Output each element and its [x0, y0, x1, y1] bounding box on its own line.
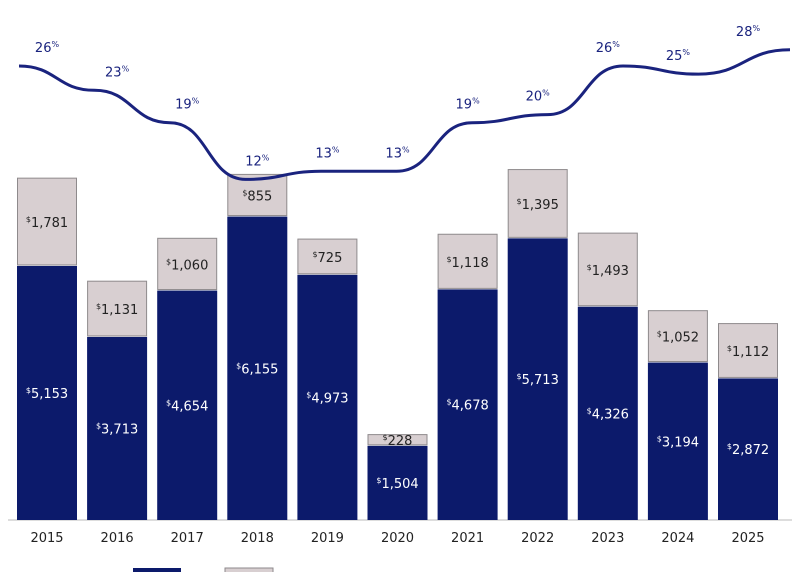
bar-base-2017: [157, 290, 218, 520]
x-tick-label: 2022: [521, 531, 554, 546]
x-tick-label: 2024: [661, 531, 694, 546]
line-point-label: 20%: [526, 89, 551, 105]
x-tick-label: 2019: [311, 531, 344, 546]
line-point-label: 26%: [35, 40, 60, 56]
bar-base-2021: [437, 289, 498, 520]
legend-swatch-base: [133, 568, 181, 572]
bar-top-2017: [157, 237, 218, 291]
x-tick-label: 2017: [171, 531, 204, 546]
bar-top-2024: [647, 310, 708, 363]
bar-top-2025: [718, 323, 778, 378]
bar-top-label: $1,493: [587, 263, 629, 279]
bar-top-2018: [227, 173, 288, 217]
percentage-line: [18, 48, 791, 181]
bar-top-label: $1,112: [727, 344, 769, 360]
bar-base-label: $1,504: [376, 476, 418, 492]
line-point-label: 12%: [245, 153, 270, 169]
bar-top-2019: [297, 238, 358, 275]
bar-base-label: $2,872: [727, 442, 769, 458]
x-tick-label: 2025: [731, 531, 764, 546]
x-tick-label: 2021: [451, 531, 484, 546]
bar-base-label: $4,973: [306, 390, 348, 406]
bar-base-label: $3,713: [96, 421, 138, 437]
bar-top-label: $855: [242, 188, 272, 204]
bar-base-2025: [718, 378, 778, 520]
line-point-label: 13%: [385, 145, 410, 161]
bar-base-label: $5,153: [26, 386, 68, 402]
bar-base-2019: [297, 274, 358, 520]
bar-top-label: $228: [383, 433, 413, 449]
legend-swatch-top: [224, 567, 274, 572]
x-tick-label: 2020: [381, 531, 414, 546]
bar-base-label: $4,654: [166, 398, 208, 414]
bar-top-label: $725: [312, 250, 342, 266]
line-point-label: 23%: [105, 64, 130, 80]
bar-base-2022: [507, 238, 568, 520]
bar-top-2022: [507, 169, 568, 238]
bar-base-label: $5,713: [517, 372, 559, 388]
bar-top-label: $1,395: [517, 197, 559, 213]
bar-base-label: $3,194: [657, 434, 699, 450]
line-point-label: 13%: [315, 145, 340, 161]
bar-top-label: $1,118: [446, 255, 488, 271]
x-tick-label: 2015: [30, 531, 63, 546]
bar-base-2018: [227, 216, 288, 520]
bar-top-label: $1,060: [166, 257, 208, 273]
line-point-label: 26%: [596, 40, 621, 56]
bar-top-label: $1,052: [657, 330, 699, 346]
line-point-label: 28%: [736, 24, 761, 40]
line-point-label: 19%: [456, 97, 481, 113]
bar-top-2015: [17, 177, 77, 266]
bar-base-2024: [647, 362, 708, 520]
bar-top-2016: [87, 280, 148, 337]
bar-top-label: $1,131: [96, 302, 138, 318]
x-tick-label: 2016: [101, 531, 134, 546]
bar-base-2015: [17, 265, 77, 520]
line-point-label: 25%: [666, 48, 691, 64]
line-point-label: 19%: [175, 97, 200, 113]
bar-top-2023: [577, 232, 638, 307]
x-tick-label: 2023: [591, 531, 624, 546]
bar-top-label: $1,781: [26, 215, 68, 231]
bar-base-2023: [577, 306, 638, 520]
x-tick-label: 2018: [241, 531, 274, 546]
bar-base-2016: [87, 336, 148, 520]
bar-base-label: $4,326: [587, 406, 629, 422]
bar-base-2020: [367, 445, 428, 520]
bar-base-label: $6,155: [236, 361, 278, 377]
bar-top-2020: [367, 434, 428, 446]
bar-base-label: $4,678: [446, 398, 488, 414]
bar-top-2021: [437, 233, 498, 289]
